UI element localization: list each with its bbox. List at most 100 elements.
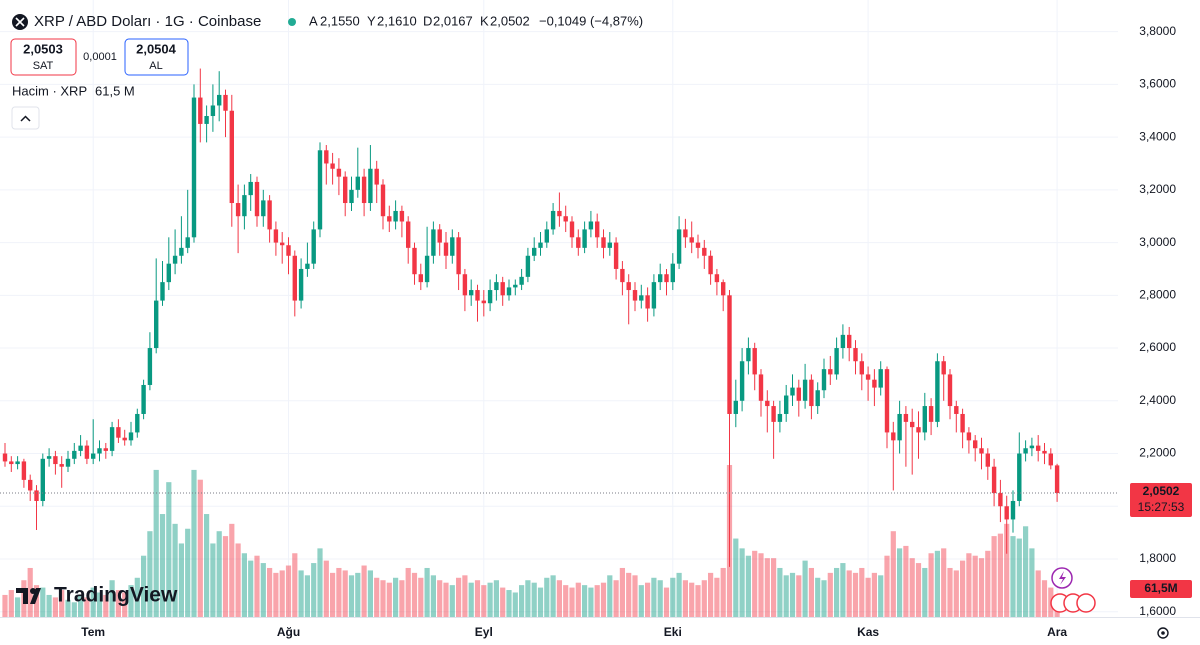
candle-body <box>406 221 411 248</box>
candle-body <box>613 242 619 269</box>
volume-bar <box>670 577 676 617</box>
candle-body <box>135 413 140 433</box>
candle-body <box>985 453 990 467</box>
candle-body <box>242 195 247 217</box>
candle-body <box>815 390 820 407</box>
candle-body <box>714 274 720 283</box>
candle-body <box>664 274 669 283</box>
candle-body <box>727 295 732 414</box>
candle-body <box>828 369 833 375</box>
candle-body <box>538 242 543 248</box>
volume-bar <box>317 548 323 617</box>
candle-body <box>91 453 96 459</box>
symbol-title[interactable]: XRP / ABD Doları · 1G · Coinbase <box>34 13 261 30</box>
candle-body <box>374 168 379 185</box>
candle-body <box>979 448 984 454</box>
candle-body <box>261 200 266 217</box>
candle-body <box>431 229 436 256</box>
volume-bar <box>273 572 279 617</box>
volume-bar <box>1041 580 1048 617</box>
candle-body <box>248 181 253 196</box>
candle-body <box>40 458 45 501</box>
candle-body <box>998 493 1003 507</box>
legend-key: K <box>480 13 489 28</box>
volume-bar <box>348 575 355 617</box>
candle-body <box>1029 445 1035 449</box>
buy-button[interactable] <box>124 38 189 76</box>
market-status[interactable] <box>288 18 296 26</box>
volume-legend-label: Hacim · XRP <box>12 83 87 98</box>
x-tick-label: Ara <box>1047 625 1067 639</box>
candle-body <box>670 263 675 283</box>
volume-bar <box>771 558 777 617</box>
volume-bar <box>934 550 940 617</box>
collapse-button[interactable] <box>11 106 40 130</box>
legend-value: 2,1610 <box>377 13 417 28</box>
candle-body <box>891 432 896 441</box>
candle-body <box>821 369 827 391</box>
volume-bar <box>279 570 285 617</box>
volume-bar <box>90 587 96 617</box>
volume-bar <box>563 585 569 617</box>
candle-body <box>336 168 342 177</box>
volume-bar <box>15 597 21 617</box>
volume-bar <box>1029 548 1035 617</box>
sell-price: 2,0503 <box>23 41 63 56</box>
candle-body <box>355 176 360 190</box>
candle-body <box>172 255 178 264</box>
volume-bar <box>569 587 575 617</box>
volume-bar <box>361 565 367 617</box>
volume-bar <box>550 575 556 617</box>
volume-bar <box>191 469 197 617</box>
candle-body <box>324 150 329 164</box>
candle-body <box>519 276 524 285</box>
volume-bar <box>537 587 544 617</box>
x-tick-label: Kas <box>857 625 879 639</box>
event-icon[interactable] <box>1076 593 1096 613</box>
candle-body <box>65 458 71 467</box>
candle-body <box>765 400 770 407</box>
legend-change: −0,1049 (−4,87%) <box>539 13 643 28</box>
candle-body <box>1048 453 1053 466</box>
volume-bar <box>437 580 443 617</box>
candle-body <box>122 437 127 441</box>
candle-body <box>595 221 600 238</box>
volume-bar <box>1010 536 1016 617</box>
legend-value: 2,0502 <box>490 13 530 28</box>
candle-body <box>330 163 335 169</box>
candle-body <box>412 247 417 275</box>
volume-bar <box>298 570 304 617</box>
volume-bar <box>758 553 764 617</box>
volume-bar <box>525 580 531 617</box>
volume-bar <box>8 590 14 617</box>
volume-bar <box>342 570 348 617</box>
volume-bar <box>783 575 789 617</box>
sell-button[interactable] <box>10 38 77 76</box>
volume-bar <box>645 582 651 617</box>
candle-body <box>947 374 953 407</box>
candle-body <box>166 263 171 283</box>
volume-bar <box>1023 526 1029 617</box>
volume-bar <box>285 565 292 617</box>
volume-bar <box>235 543 241 617</box>
candle-body <box>204 116 209 124</box>
candle-body <box>298 268 304 301</box>
volume-bar <box>78 594 84 617</box>
candle-body <box>210 105 216 117</box>
volume-bar <box>575 582 581 617</box>
volume-tag-label: 61,5M <box>1144 581 1177 595</box>
candle-body <box>928 406 934 422</box>
settings-icon[interactable] <box>1157 627 1169 639</box>
volume-bar <box>393 577 399 617</box>
candle-body <box>103 448 108 451</box>
candle-body <box>966 432 972 441</box>
candle-body <box>639 295 644 301</box>
sell-label: SAT <box>33 60 54 72</box>
candle-body <box>456 237 461 275</box>
volume-bar <box>487 582 493 617</box>
volume-bar <box>254 555 260 617</box>
volume-bar <box>500 587 506 617</box>
candle-body <box>361 176 367 204</box>
candle-body <box>2 453 8 462</box>
volume-bar <box>399 580 405 617</box>
